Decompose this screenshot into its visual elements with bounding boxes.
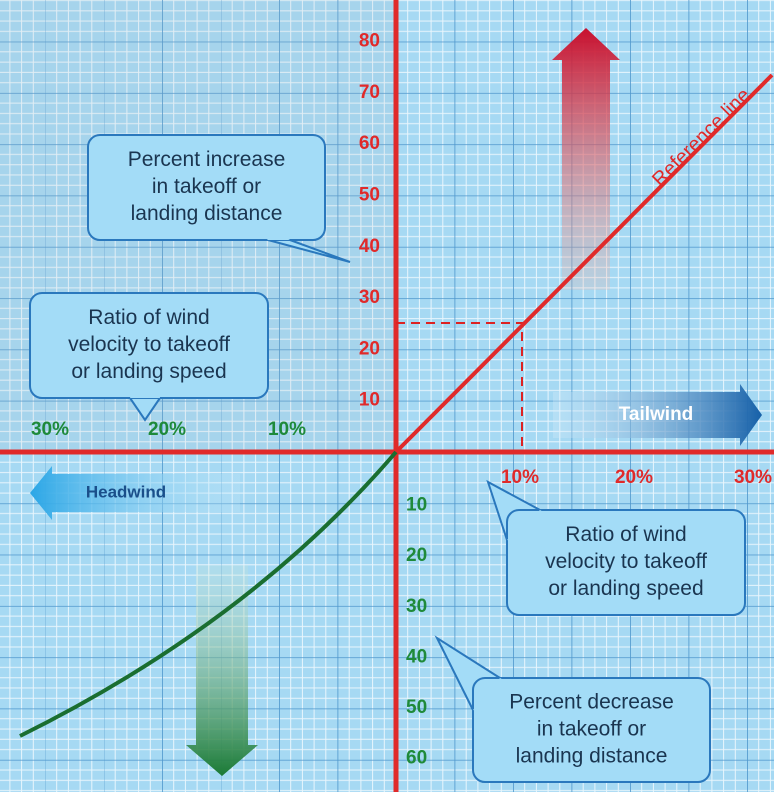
pointer-cover bbox=[206, 187, 290, 240]
down-tick-label: 30 bbox=[406, 596, 427, 617]
left-tick-label: 10% bbox=[268, 419, 306, 440]
left-tick-label: 20% bbox=[148, 419, 186, 440]
up-tick-label: 60 bbox=[359, 133, 380, 154]
callout-text: Percent decrease bbox=[509, 691, 674, 714]
callout-text: in takeoff or bbox=[152, 175, 261, 198]
decrease-arrow bbox=[186, 565, 258, 776]
right-tick-label: 10% bbox=[501, 467, 539, 488]
up-tick-label: 80 bbox=[359, 31, 380, 52]
callout-text: Ratio of wind bbox=[565, 523, 686, 546]
right-tick-label: 30% bbox=[734, 467, 772, 488]
down-tick-label: 10 bbox=[406, 495, 427, 516]
callout: Percent increase in takeoff or landing dis… bbox=[87, 134, 351, 263]
up-tick-label: 10 bbox=[359, 390, 380, 411]
callout-text: landing distance bbox=[131, 202, 283, 225]
callout-text: velocity to takeoff bbox=[68, 333, 230, 356]
callout: Ratio of wind velocity to takeoff or landi… bbox=[486, 479, 746, 616]
headwind-label: Headwind bbox=[86, 482, 166, 501]
up-tick-label: 30 bbox=[359, 287, 380, 308]
callout-text: Percent increase bbox=[128, 148, 286, 171]
up-tick-label: 20 bbox=[359, 338, 380, 359]
headwind-curve bbox=[19, 450, 398, 738]
headwind-arrow bbox=[30, 466, 240, 520]
callout-text: or landing speed bbox=[71, 360, 226, 383]
callout-pointer bbox=[267, 239, 351, 263]
up-tick-label: 70 bbox=[359, 82, 380, 103]
callout-text: velocity to takeoff bbox=[545, 550, 707, 573]
callout-text: or landing speed bbox=[548, 577, 703, 600]
right-tick-label: 20% bbox=[615, 467, 653, 488]
down-tick-label: 20 bbox=[406, 545, 427, 566]
tailwind-arrow bbox=[553, 384, 762, 446]
callout: Percent decrease in takeoff or landing dis… bbox=[434, 635, 711, 783]
down-tick-label: 60 bbox=[406, 748, 427, 769]
left-tick-label: 30% bbox=[31, 419, 69, 440]
dynamic-layer: 10 20 30 40 50 60 70 80 10 20 30 40 50 60 30% 20% 10% 10%… bbox=[29, 31, 772, 783]
up-tick-label: 40 bbox=[359, 236, 380, 257]
up-tick-label: 50 bbox=[359, 185, 380, 206]
increase-arrow bbox=[552, 28, 620, 290]
down-tick-label: 40 bbox=[406, 646, 427, 667]
callout-pointer bbox=[129, 397, 161, 422]
pointer-cover bbox=[473, 678, 592, 730]
callout-text: landing distance bbox=[516, 745, 668, 768]
tailwind-label: Tailwind bbox=[619, 404, 694, 425]
callout: Ratio of wind velocity to takeoff or landi… bbox=[29, 292, 269, 422]
callout-text: in takeoff or bbox=[537, 718, 646, 741]
pointer-cover bbox=[507, 510, 626, 563]
callout-text: Ratio of wind bbox=[88, 306, 209, 329]
pointer-cover bbox=[130, 345, 160, 398]
down-tick-label: 50 bbox=[406, 697, 427, 718]
reference-line bbox=[394, 73, 774, 454]
